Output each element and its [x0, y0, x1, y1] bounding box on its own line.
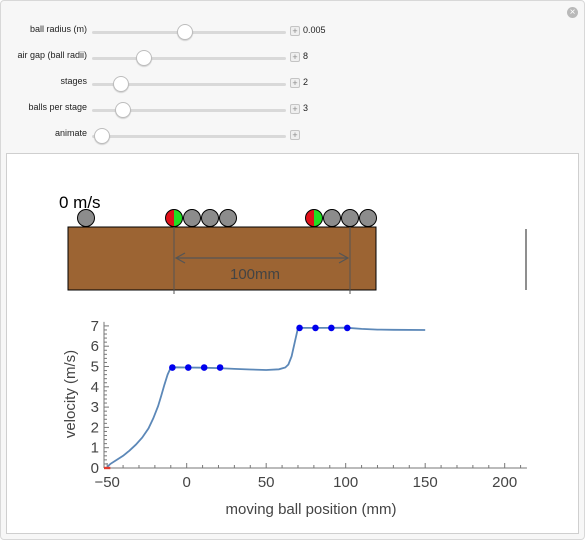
velocity-curve: [106, 326, 426, 468]
expand-plus-icon[interactable]: +: [290, 78, 300, 88]
x-tick-label: 100: [333, 474, 358, 491]
collision-point: [312, 324, 319, 332]
magnet-ball: [165, 209, 183, 227]
collision-point: [216, 364, 224, 371]
slider-thumb[interactable]: [177, 24, 194, 40]
slider-track[interactable]: [92, 109, 286, 112]
expand-plus-icon[interactable]: +: [290, 26, 300, 36]
graphics-view: 0 m/s 100mm −50 0 50 100 150 200 0 1 2 3 4 5 6 7 movin…: [6, 153, 579, 534]
control-label: stages: [60, 76, 87, 86]
slider-thumb[interactable]: [136, 50, 153, 66]
expand-plus-icon[interactable]: +: [290, 130, 300, 140]
velocity-readout: 0 m/s: [59, 193, 101, 212]
control-label: balls per stage: [28, 102, 87, 112]
control-value: 0.005: [303, 25, 326, 35]
expand-plus-icon[interactable]: +: [290, 104, 300, 114]
y-tick-label: 7: [91, 318, 99, 335]
scene-svg: 0 m/s 100mm −50 0 50 100 150 20001234567movin…: [59, 193, 527, 518]
y-tick-label: 0: [91, 460, 99, 477]
x-tick-label: 150: [413, 474, 438, 491]
y-tick-label: 6: [91, 338, 99, 355]
x-axis-label: moving ball position (mm): [226, 501, 397, 518]
steel-ball: [77, 209, 95, 227]
steel-ball: [219, 209, 237, 227]
magnet-ball-green-half: [314, 209, 323, 227]
control-row-4: animate +: [0, 126, 585, 146]
magnet-ball-red-half: [165, 209, 174, 227]
slider-thumb[interactable]: [113, 76, 130, 92]
dimension-label: 100mm: [230, 266, 280, 283]
steel-ball: [201, 209, 219, 227]
magnet-ball-red-half: [305, 209, 314, 227]
y-axis-label: velocity (m/s): [62, 350, 79, 438]
control-row-2: stages +2: [0, 74, 585, 94]
balls-group: [77, 209, 377, 227]
x-tick-label: 200: [492, 474, 517, 491]
slider-track[interactable]: [92, 57, 286, 60]
arrow-right-head: [338, 252, 350, 264]
collision-point: [343, 324, 351, 332]
arrow-left-head: [174, 252, 186, 264]
control-row-0: ball radius (m) +0.005: [0, 22, 585, 42]
control-value: 3: [303, 103, 309, 113]
steel-ball: [183, 209, 201, 227]
slider-thumb[interactable]: [115, 102, 132, 118]
magnet-ball: [305, 209, 323, 227]
x-tick-label: −50: [94, 474, 119, 491]
collision-point: [296, 324, 303, 332]
close-icon[interactable]: ×: [567, 7, 578, 18]
control-row-1: air gap (ball radii) +8: [0, 48, 585, 68]
collision-point: [200, 364, 208, 371]
slider-track[interactable]: [92, 135, 286, 138]
control-label: ball radius (m): [29, 24, 87, 34]
control-label: air gap (ball radii): [17, 50, 87, 60]
x-tick-label: 0: [183, 474, 191, 491]
control-value: 2: [303, 77, 309, 87]
expand-plus-icon[interactable]: +: [290, 52, 300, 62]
steel-ball: [341, 209, 359, 227]
y-tick-label: 3: [91, 399, 99, 416]
control-value: 8: [303, 51, 309, 61]
slider-track[interactable]: [92, 83, 286, 86]
steel-ball: [323, 209, 341, 227]
collision-point: [169, 364, 176, 371]
steel-ball: [359, 209, 377, 227]
control-label: animate: [54, 128, 87, 138]
magnet-ball-green-half: [174, 209, 183, 227]
collision-point: [328, 324, 335, 332]
control-row-3: balls per stage +3: [0, 100, 585, 120]
y-tick-label: 5: [91, 359, 99, 376]
y-tick-label: 1: [91, 440, 99, 457]
y-tick-label: 4: [91, 379, 99, 396]
x-tick-label: 50: [258, 474, 275, 491]
y-tick-label: 2: [91, 419, 99, 436]
slider-thumb[interactable]: [93, 128, 110, 144]
collision-point: [184, 364, 192, 371]
